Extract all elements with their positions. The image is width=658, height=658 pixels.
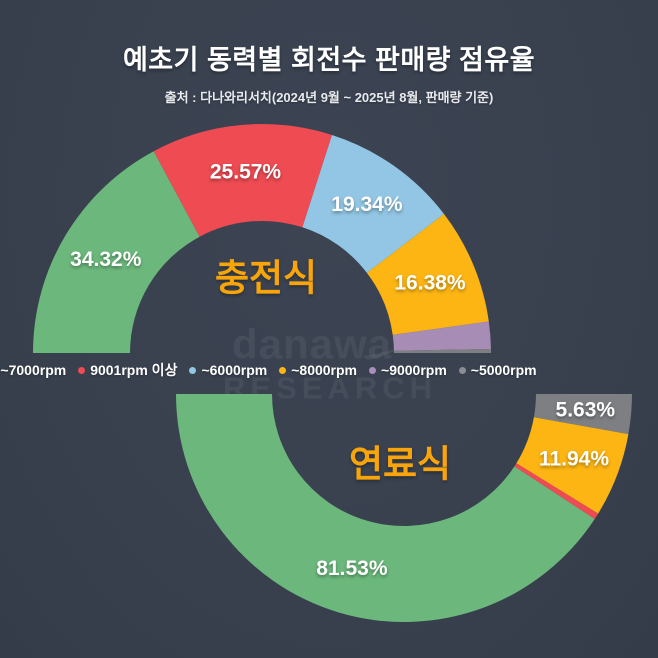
header: 예초기 동력별 회전수 판매량 점유율 출처 : 다나와리서치(2024년 9월… — [0, 0, 658, 106]
legend-label: 9001rpm 이상 — [90, 362, 178, 378]
half-donut-top-chart: 34.32% 25.57% 19.34% 16.38% 충전식 — [32, 124, 492, 353]
legend-item-6000rpm: ~6000rpm — [189, 362, 267, 378]
value-label-7000rpm: 34.32% — [70, 248, 142, 271]
value-label-5000rpm: 5.63% — [556, 399, 616, 422]
page-title: 예초기 동력별 회전수 판매량 점유율 — [122, 45, 536, 75]
value-label-8000rpm: 11.94% — [539, 447, 609, 470]
legend-item-9000rpm: ~9000rpm — [369, 362, 447, 378]
legend: ~7000rpm 9001rpm 이상 ~6000rpm ~8000rpm ~9… — [0, 360, 536, 380]
segment-7000rpm — [32, 151, 200, 353]
source-caption: 출처 : 다나와리서치(2024년 9월 ~ 2025년 8월, 판매량 기준) — [164, 90, 494, 105]
value-label-7000rpm: 81.53% — [316, 557, 388, 580]
chart-title-0: 충전식 — [215, 258, 317, 299]
value-label-8000rpm: 16.38% — [394, 271, 466, 294]
segment-5000rpm — [394, 349, 492, 353]
legend-label: ~8000rpm — [291, 362, 358, 378]
half-donut-bottom-chart: 5.63% 11.94% 81.53% 연료식 — [176, 394, 632, 623]
segment-8000rpm — [366, 214, 489, 335]
legend-dot-blue-icon — [189, 366, 197, 374]
value-label-6000rpm: 19.34% — [331, 193, 403, 216]
segment-6000rpm — [302, 135, 444, 273]
segment-7000rpm — [176, 394, 595, 623]
segment-5000rpm — [533, 394, 632, 435]
chart-title-1: 연료식 — [349, 444, 451, 485]
segment-8000rpm — [516, 417, 629, 514]
segment-9001rpm — [153, 124, 332, 237]
segment-9000rpm — [392, 321, 491, 351]
watermark-swoosh-icon — [362, 322, 434, 360]
legend-item-5000rpm: ~5000rpm — [458, 362, 537, 378]
watermark-danawa-text: danawa — [232, 321, 392, 368]
legend-dot-red-icon — [78, 366, 86, 374]
legend-label: ~9000rpm — [381, 362, 447, 378]
legend-item-7000rpm: ~7000rpm — [0, 362, 66, 378]
legend-item-9001rpm-plus: 9001rpm 이상 — [78, 360, 177, 380]
legend-dot-yellow-icon — [279, 366, 287, 374]
legend-label: ~6000rpm — [201, 362, 268, 378]
legend-dot-purple-icon — [369, 366, 377, 374]
legend-label: ~5000rpm — [470, 362, 537, 378]
legend-item-8000rpm: ~8000rpm — [279, 362, 357, 378]
legend-label: ~7000rpm — [0, 362, 67, 378]
legend-dot-gray-icon — [458, 366, 466, 374]
segment-9001rpm — [514, 463, 599, 519]
value-label-9001rpm: 25.57% — [210, 160, 282, 183]
